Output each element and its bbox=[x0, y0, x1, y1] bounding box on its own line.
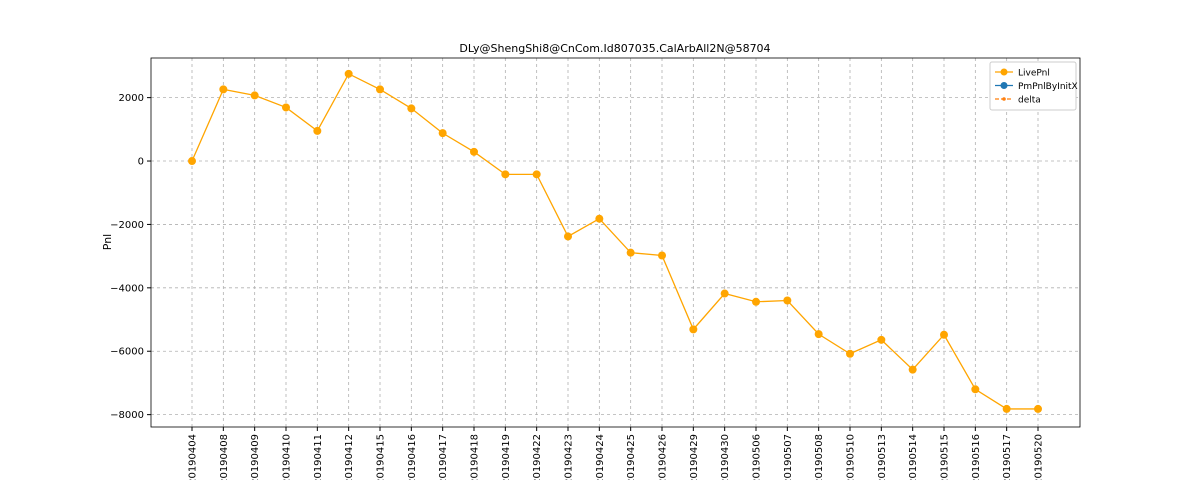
legend-marker bbox=[1002, 97, 1006, 101]
data-point bbox=[250, 91, 259, 100]
y-tick-label: 2000 bbox=[119, 93, 144, 104]
data-point bbox=[908, 365, 917, 374]
data-point bbox=[438, 129, 447, 138]
data-point bbox=[940, 330, 948, 339]
x-tick-label: 20190423 bbox=[564, 434, 575, 480]
plot-frame bbox=[150, 57, 1081, 428]
legend: LivePnl PmPnlByInitX delta bbox=[989, 61, 1078, 111]
data-point bbox=[470, 147, 478, 156]
x-tick-label: 20190417 bbox=[438, 434, 449, 480]
data-point bbox=[1034, 404, 1042, 413]
y-tick-label: −2000 bbox=[110, 220, 144, 231]
x-tick-label: 20190416 bbox=[407, 434, 418, 480]
data-point bbox=[752, 297, 760, 306]
chart-title: DLy@ShengShi8@CnCom.Id807035.CalArbAll2N… bbox=[459, 42, 770, 55]
legend-label: LivePnl bbox=[1018, 69, 1050, 79]
legend-marker bbox=[1000, 82, 1008, 89]
x-tick-label: 20190410 bbox=[282, 434, 293, 480]
series-line bbox=[191, 72, 1038, 410]
legend-label: PmPnlByInitX bbox=[1018, 82, 1078, 92]
x-tick-label: 20190425 bbox=[626, 434, 637, 480]
data-point bbox=[376, 85, 384, 94]
x-tick-label: 20190424 bbox=[595, 434, 606, 480]
x-tick-label: 20190409 bbox=[250, 434, 261, 480]
data-point bbox=[407, 104, 416, 113]
x-tick-label: 20190412 bbox=[344, 434, 355, 480]
y-tick-label: −4000 bbox=[110, 283, 144, 294]
x-tick-label: 20190510 bbox=[846, 434, 857, 480]
x-tick-label: 20190429 bbox=[689, 434, 700, 480]
data-point bbox=[720, 289, 729, 298]
legend-box bbox=[989, 61, 1077, 111]
x-tick-label: 20190404 bbox=[188, 434, 199, 480]
data-point bbox=[877, 335, 886, 344]
data-point bbox=[532, 170, 541, 179]
data-point bbox=[783, 296, 792, 305]
y-tick-label: 0 bbox=[138, 157, 144, 168]
data-point bbox=[814, 330, 823, 339]
data-point bbox=[313, 126, 322, 135]
x-tick-label: 20190517 bbox=[1002, 434, 1013, 480]
y-tick-label: −6000 bbox=[110, 347, 144, 358]
data-point bbox=[501, 170, 510, 179]
y-tick-label: −8000 bbox=[110, 410, 144, 421]
x-tick-label: 20190516 bbox=[971, 434, 982, 480]
x-tick-label: 20190430 bbox=[720, 434, 731, 480]
data-point bbox=[344, 69, 353, 78]
data-point bbox=[689, 325, 698, 334]
data-point bbox=[219, 85, 228, 94]
legend-marker bbox=[1000, 68, 1008, 76]
x-tick-label: 20190415 bbox=[376, 434, 387, 480]
x-tick-label: 20190411 bbox=[313, 434, 324, 480]
x-tick-label: 20190514 bbox=[908, 434, 919, 480]
data-point bbox=[971, 385, 980, 394]
data-point bbox=[595, 214, 604, 223]
x-tick-label: 20190508 bbox=[814, 434, 825, 480]
x-tick-label: 20190506 bbox=[752, 434, 763, 480]
y-axis-label: Pnl bbox=[101, 234, 114, 250]
x-tick-label: 20190408 bbox=[219, 434, 230, 480]
data-point bbox=[626, 248, 635, 257]
x-tick-label: 20190515 bbox=[940, 434, 951, 480]
x-tick-label: 20190418 bbox=[470, 434, 481, 480]
x-tick-label: 20190520 bbox=[1034, 434, 1045, 480]
x-tick-label: 20190419 bbox=[501, 434, 512, 480]
data-point bbox=[846, 349, 854, 358]
legend-label: delta bbox=[1018, 96, 1041, 106]
x-tick-label: 20190422 bbox=[532, 434, 543, 480]
x-tick-label: 20190513 bbox=[877, 434, 888, 480]
data-point bbox=[564, 232, 572, 241]
x-tick-label: 20190507 bbox=[783, 434, 794, 480]
data-point bbox=[1002, 404, 1011, 413]
data-point bbox=[188, 157, 196, 166]
data-point bbox=[658, 251, 666, 260]
x-tick-label: 20190426 bbox=[658, 434, 669, 480]
data-point bbox=[282, 103, 290, 112]
